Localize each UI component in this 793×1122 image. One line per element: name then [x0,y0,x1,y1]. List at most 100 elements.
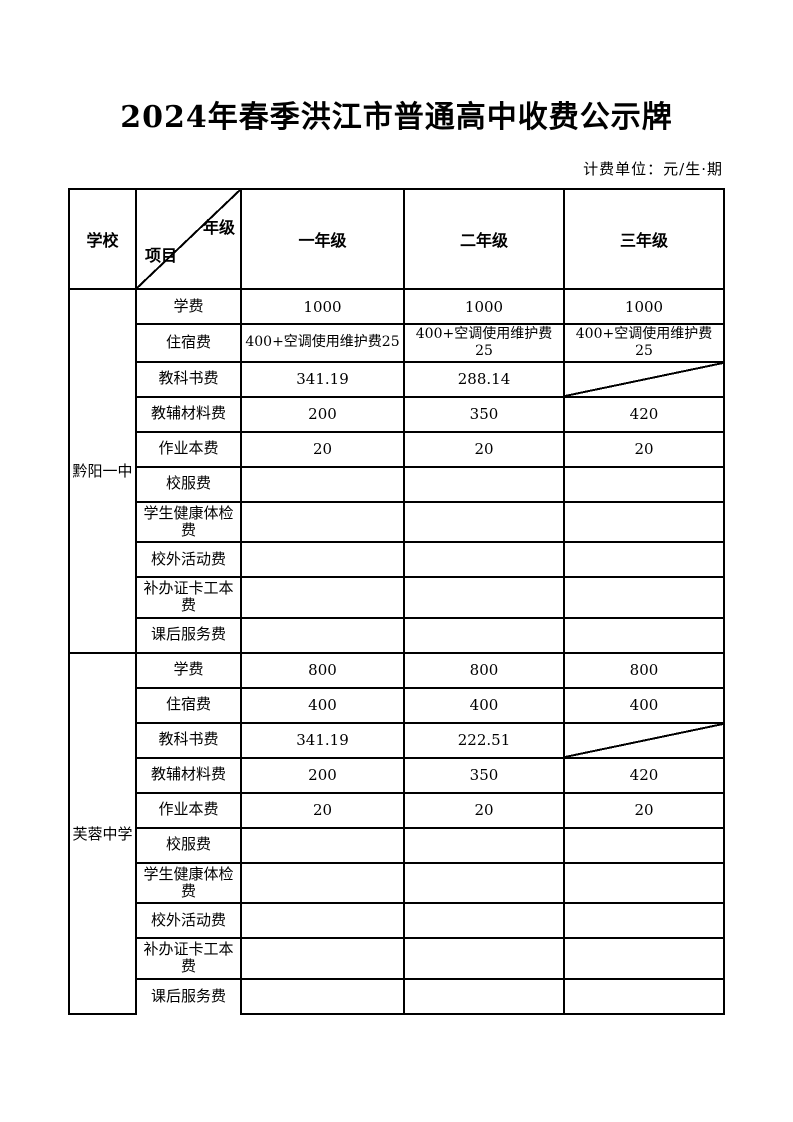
fee-value-cell: 20 [240,791,405,829]
fee-value-cell [563,826,725,864]
grade-2-column-header: 二年级 [403,188,565,290]
fee-value-cell [403,861,565,905]
diagonal-strikethrough-cell [563,360,725,398]
row-label-cell: 学生健康体检费 [135,861,242,905]
fee-value-cell [563,576,725,619]
grade-1-column-header: 一年级 [240,188,405,290]
fee-value-cell: 341.19 [240,360,405,398]
fee-value-cell: 20 [563,430,725,468]
table-row: 学生健康体检费 [69,861,725,905]
fee-value-cell [403,465,565,503]
row-label-cell: 作业本费 [135,791,242,829]
table-row: 校服费 [69,826,725,864]
table-row: 补办证卡工本费 [69,576,725,619]
row-label-cell: 教科书费 [135,721,242,759]
table-row: 教科书费 341.19 222.51 [69,721,725,759]
fee-value-cell [240,937,405,980]
diagonal-strikethrough-cell [563,721,725,759]
table-row: 作业本费 20 20 20 [69,430,725,468]
table-row: 校外活动费 [69,541,725,579]
table-row: 住宿费 400 400 400 [69,686,725,724]
row-label-cell: 课后服务费 [135,977,242,1014]
grade-item-diagonal-header-cell: 年级 项目 [135,188,242,290]
row-label-cell: 学费 [135,651,242,689]
fee-value-cell [563,541,725,579]
billing-unit-note: 计费单位：元/生·期 [583,160,723,178]
fee-value-cell [240,616,405,654]
table-row: 教科书费 341.19 288.14 [69,360,725,398]
fee-value-cell [240,977,405,1015]
row-label-cell: 学费 [135,288,242,325]
fee-value-cell [240,826,405,864]
fee-value-cell: 200 [240,756,405,794]
row-label-cell: 学生健康体检费 [135,500,242,544]
table-row: 校服费 [69,465,725,503]
fee-value-cell [240,576,405,619]
school-name-cell: 芙蓉中学 [68,651,137,1015]
fee-value-cell: 1000 [403,288,565,325]
row-label-cell: 教辅材料费 [135,756,242,794]
fee-value-cell: 400+空调使用维护费 25 [403,323,565,363]
row-label-cell: 补办证卡工本费 [135,937,242,980]
fee-value-cell [563,465,725,503]
row-label-cell: 住宿费 [135,323,242,363]
fee-value-cell: 400+空调使用维护费25 [240,323,405,363]
fee-value-cell: 800 [563,651,725,689]
row-label-cell: 作业本费 [135,430,242,468]
fee-value-cell: 1000 [563,288,725,325]
row-label-cell: 补办证卡工本费 [135,576,242,619]
fee-value-cell [563,500,725,544]
grade-3-column-header: 三年级 [563,188,725,290]
fee-value-cell [403,576,565,619]
fee-value-cell [403,500,565,544]
row-label-cell: 校服费 [135,465,242,503]
fee-value-cell: 288.14 [403,360,565,398]
table-row: 教辅材料费 200 350 420 [69,756,725,794]
fee-value-cell [403,541,565,579]
row-label-cell: 教科书费 [135,360,242,398]
fee-table-body: 黔阳一中 学费 1000 1000 1000 住宿费 400+空调使用维护费25 400+空调… [68,288,725,1015]
fee-value-cell [403,826,565,864]
school-column-header: 学校 [68,188,137,290]
row-label-cell: 教辅材料费 [135,395,242,433]
fee-value-cell: 222.51 [403,721,565,759]
fee-value-cell: 800 [240,651,405,689]
fee-value-cell: 20 [403,791,565,829]
table-row: 黔阳一中 学费 1000 1000 1000 [68,288,725,654]
fee-value-cell: 20 [403,430,565,468]
table-row: 课后服务费 [69,977,725,1015]
table-row: 学生健康体检费 [69,500,725,544]
fee-value-cell: 800 [403,651,565,689]
fee-value-cell: 420 [563,756,725,794]
fee-value-cell [403,902,565,940]
table-row: 芙蓉中学 学费 800 800 800 [68,651,725,1015]
fee-value-cell: 200 [240,395,405,433]
table-row: 补办证卡工本费 [69,937,725,980]
fee-value-cell: 400 [240,686,405,724]
fee-value-cell [563,977,725,1015]
table-row: 住宿费 400+空调使用维护费25 400+空调使用维护费 25 400+空调使用维护… [69,323,725,363]
fee-value-cell: 341.19 [240,721,405,759]
page-title: 2024年春季洪江市普通高中收费公示牌 [120,100,673,135]
row-label-cell: 课后服务费 [135,616,242,654]
fee-value-cell [563,902,725,940]
fee-value-cell [563,861,725,905]
fee-value-cell: 20 [563,791,725,829]
fee-value-cell: 20 [240,430,405,468]
fee-value-cell: 420 [563,395,725,433]
row-label-cell: 住宿费 [135,686,242,724]
fee-value-cell [403,937,565,980]
fee-value-cell [563,937,725,980]
fee-value-cell [563,616,725,654]
fee-table: 学校 年级 项目 一年级 二年级 三年级 黔阳一中 学费 1000 1000 1000 住… [68,188,725,1015]
table-row: 校外活动费 [69,902,725,940]
fee-value-cell [403,977,565,1015]
row-label-cell: 校外活动费 [135,902,242,940]
fee-value-cell: 1000 [240,288,405,325]
row-label-cell: 校服费 [135,826,242,864]
fee-value-cell [240,541,405,579]
fee-value-cell: 400+空调使用维护费 25 [563,323,725,363]
fee-value-cell: 350 [403,756,565,794]
fee-value-cell [240,500,405,544]
